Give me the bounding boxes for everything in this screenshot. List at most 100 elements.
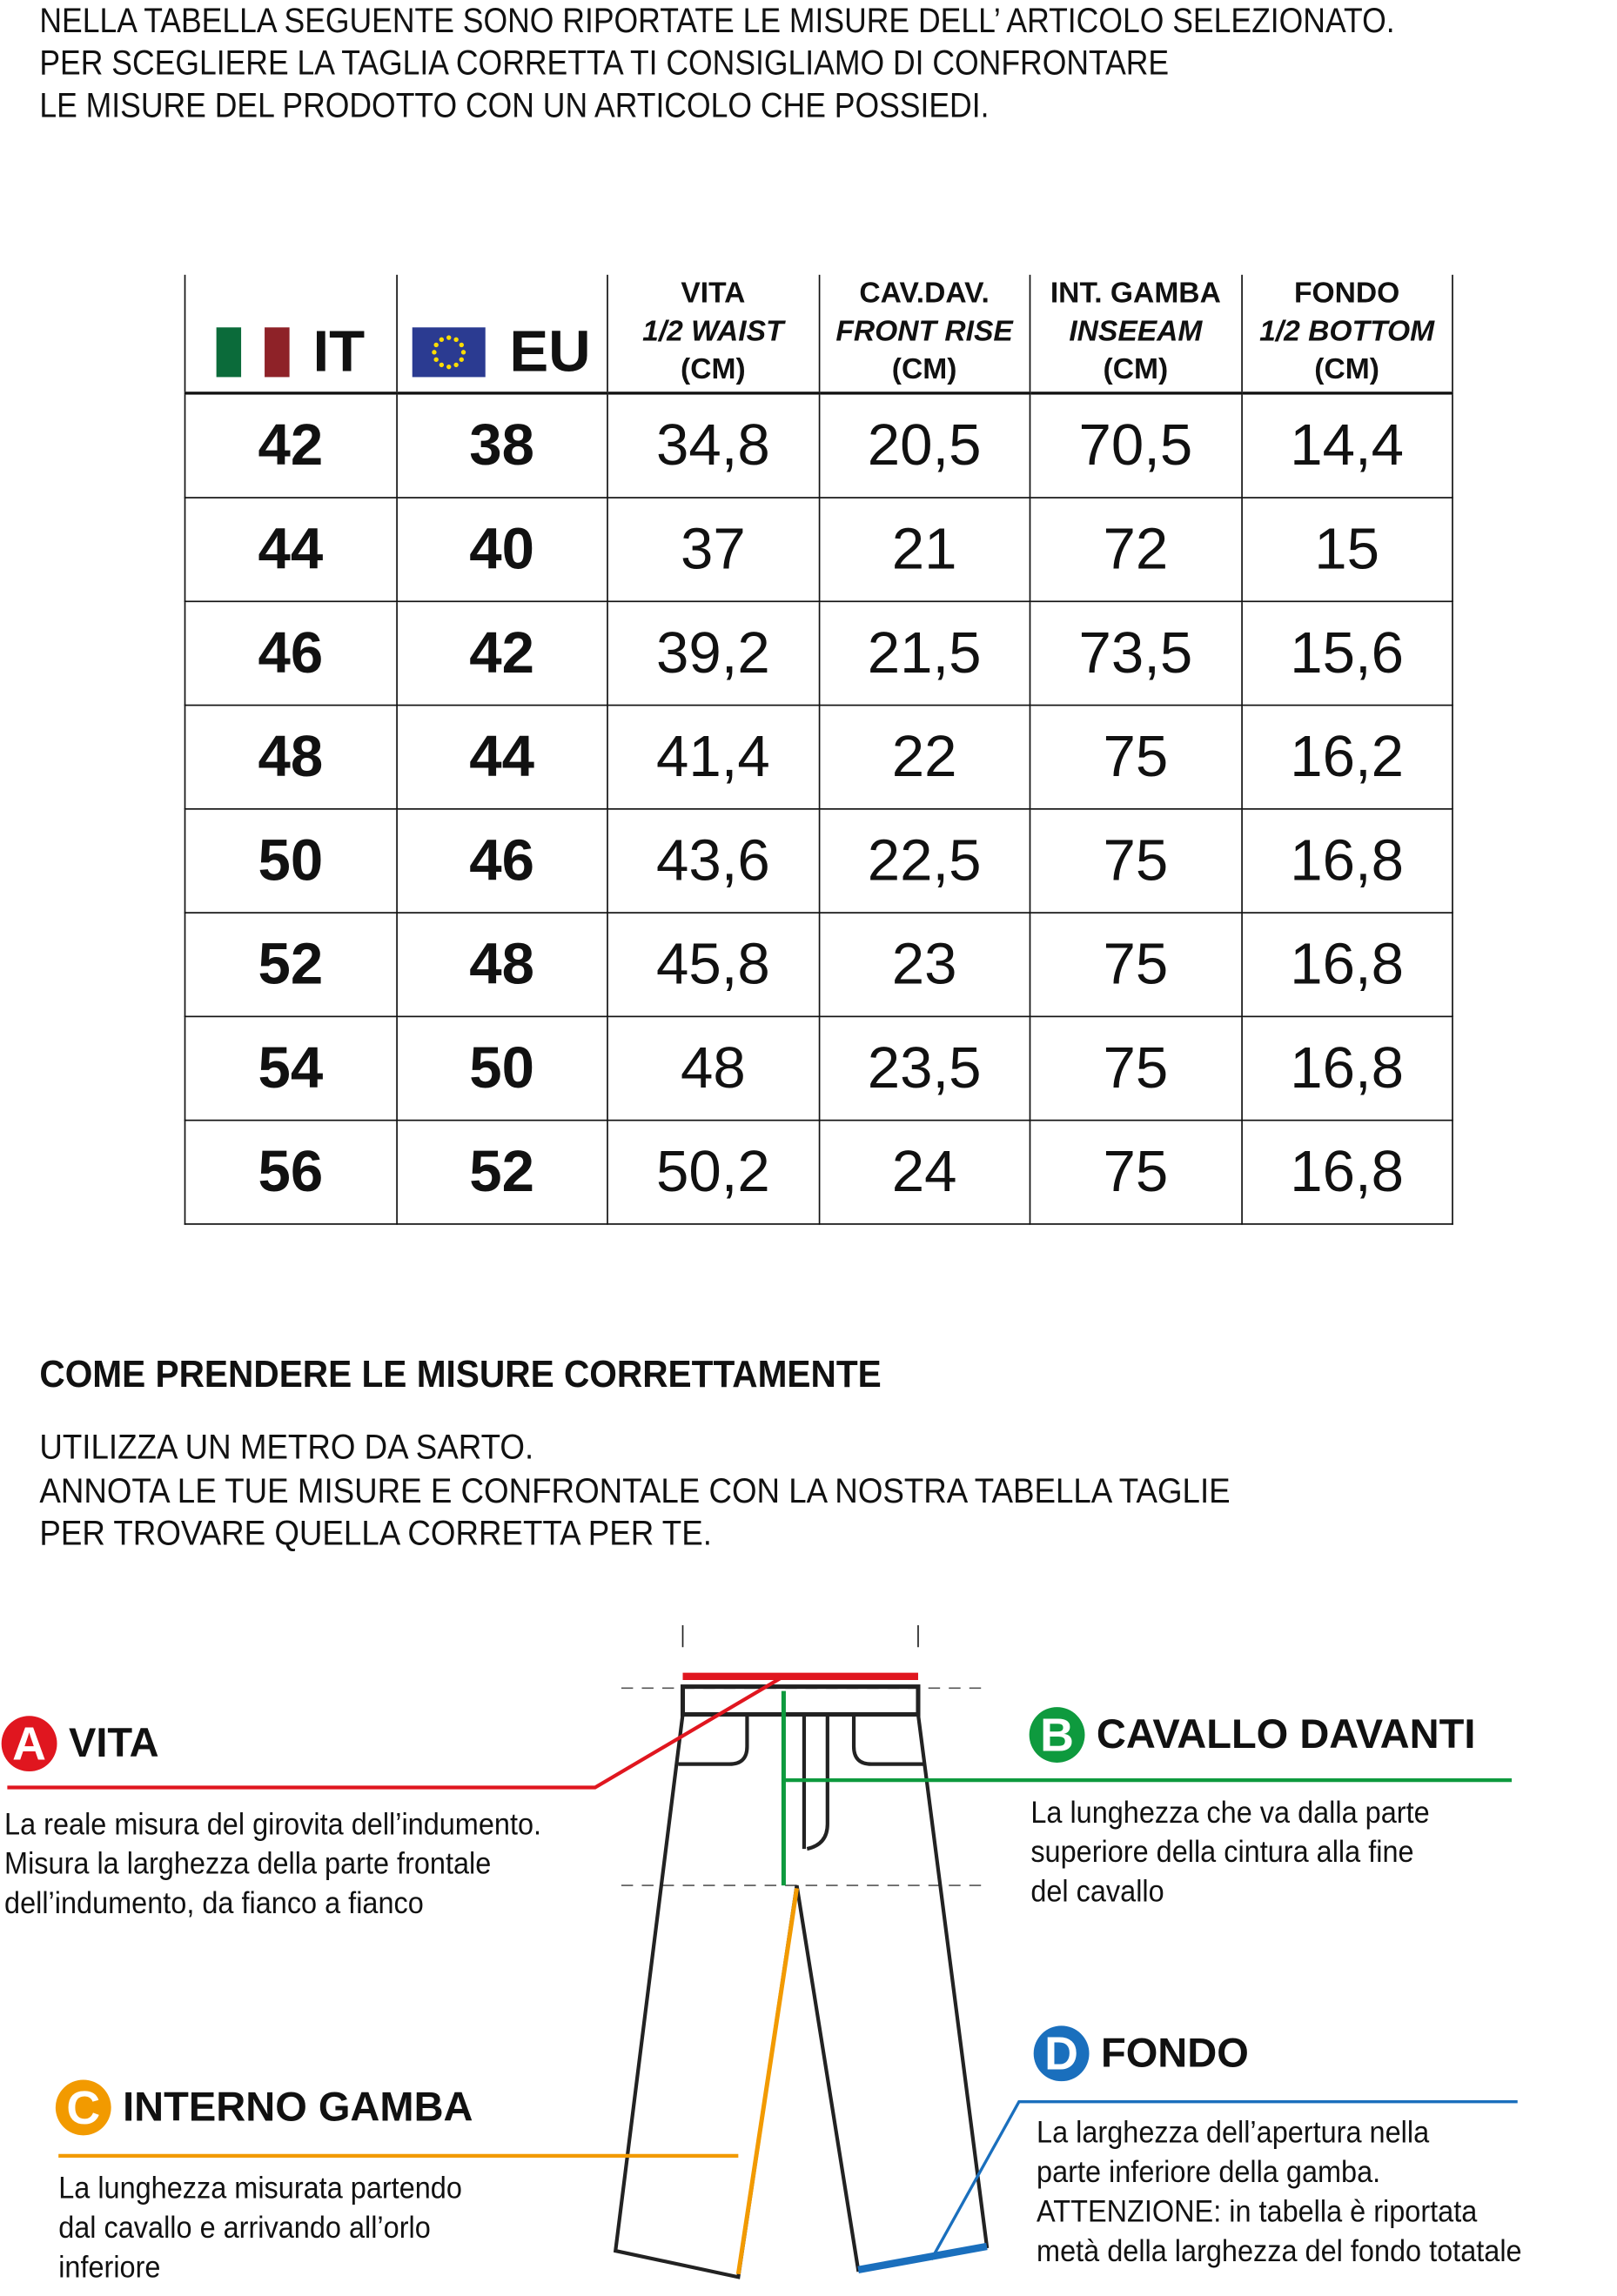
desc-line: Misura la larghezza della parte frontale	[4, 1847, 492, 1882]
measure-lines	[7, 1672, 1518, 2275]
header-line: (CM)	[681, 353, 746, 386]
italy-flag-icon	[216, 327, 290, 378]
measure-cell: 21,5	[817, 600, 1031, 706]
measure-a-title: A VITA	[1, 1716, 159, 1772]
size-it-cell: 56	[184, 1119, 398, 1225]
desc-line: La larghezza dell’apertura nella	[1037, 2116, 1430, 2151]
desc-line: parte inferiore della gamba.	[1037, 2155, 1381, 2190]
measure-cell: 16,8	[1240, 912, 1453, 1018]
letter-c-icon: C	[55, 2079, 111, 2136]
desc-line: metà della larghezza del fondo totatale	[1037, 2234, 1522, 2269]
measure-cell: 16,8	[1240, 807, 1453, 914]
table-row: 46 42 39,2 21,5 73,5 15,6	[184, 600, 1453, 706]
size-it-cell: 48	[184, 704, 398, 810]
size-it-cell: 52	[184, 912, 398, 1018]
measure-cell: 16,8	[1240, 1119, 1453, 1225]
size-eu-cell: 52	[395, 1119, 608, 1225]
measure-c-label: INTERNO GAMBA	[123, 2084, 473, 2130]
header-line: 1/2 BOTTOM	[1259, 315, 1435, 348]
size-eu-cell: 48	[395, 912, 608, 1018]
measure-cell: 41,4	[607, 704, 820, 810]
measure-d-label: FONDO	[1100, 2030, 1249, 2076]
pants-outline	[613, 1684, 990, 2279]
size-eu-cell: 46	[395, 807, 608, 914]
measure-d-desc: La larghezza dell’apertura nella parte i…	[1037, 2113, 1522, 2271]
table-row: 42 38 34,8 20,5 70,5 14,4	[184, 392, 1453, 499]
desc-line: del cavallo	[1030, 1875, 1164, 1909]
size-it-cell: 42	[184, 392, 398, 499]
table-row: 44 40 37 21 72 15	[184, 497, 1453, 603]
measure-cell: 75	[1029, 1015, 1243, 1121]
size-eu-cell: 44	[395, 704, 608, 810]
instruction-line-3: PER TROVARE QUELLA CORRETTA PER TE.	[39, 1514, 712, 1553]
measure-cell: 39,2	[607, 600, 820, 706]
header-line: FONDO	[1293, 278, 1400, 311]
size-eu-cell: 38	[395, 392, 608, 499]
measure-cell: 15	[1240, 497, 1453, 603]
desc-line: La lunghezza misurata partendo	[58, 2172, 462, 2206]
table-row: 48 44 41,4 22 75 16,2	[184, 704, 1453, 810]
desc-line: La lunghezza che va dalla parte	[1030, 1796, 1430, 1831]
table-row: 54 50 48 23,5 75 16,8	[184, 1015, 1453, 1121]
measure-cell: 20,5	[817, 392, 1031, 499]
measure-a-label: VITA	[68, 1720, 159, 1766]
size-eu-cell: 42	[395, 600, 608, 706]
table-row: 52 48 45,8 23 75 16,8	[184, 912, 1453, 1018]
measure-c-desc: La lunghezza misurata partendo dal caval…	[58, 2169, 462, 2287]
guide-ticks	[681, 1625, 919, 1648]
header-it: IT	[184, 274, 398, 395]
header-line: VITA	[681, 278, 746, 311]
measure-cell: 43,6	[607, 807, 820, 914]
measure-cell: 16,2	[1240, 704, 1453, 810]
measure-cell: 72	[1029, 497, 1243, 603]
measure-cell: 70,5	[1029, 392, 1243, 499]
header-line: 1/2 WAIST	[642, 315, 784, 348]
measure-b-desc: La lunghezza che va dalla parte superior…	[1030, 1793, 1429, 1911]
size-table: IT EU VITA 1/2 WAIST (CM) CAV.DAV. FRONT R	[184, 274, 1453, 1225]
header-line: INT. GAMBA	[1050, 278, 1221, 311]
desc-line: dell’indumento, da fianco a fianco	[4, 1886, 424, 1921]
intro-line-3: LE MISURE DEL PRODOTTO CON UN ARTICOLO C…	[39, 86, 990, 124]
measure-c-title: C INTERNO GAMBA	[55, 2079, 473, 2136]
measure-cell: 14,4	[1240, 392, 1453, 499]
desc-line: La reale misura del girovita dell’indume…	[4, 1808, 542, 1842]
measure-cell: 24	[817, 1119, 1031, 1225]
header-line: INSEEAM	[1069, 315, 1203, 348]
table-row: 50 46 43,6 22,5 75 16,8	[184, 807, 1453, 914]
size-eu-cell: 40	[395, 497, 608, 603]
measure-a-desc: La reale misura del girovita dell’indume…	[4, 1805, 541, 1924]
measure-cell: 22,5	[817, 807, 1031, 914]
measure-cell: 73,5	[1029, 600, 1243, 706]
measure-cell: 48	[607, 1015, 820, 1121]
measure-d-title: D FONDO	[1033, 2025, 1249, 2082]
intro-line-2: PER SCEGLIERE LA TAGLIA CORRETTA TI CONS…	[39, 44, 1170, 83]
header-line: (CM)	[891, 353, 957, 386]
instruction-line-1: UTILIZZA UN METRO DA SARTO.	[39, 1428, 534, 1466]
size-it-cell: 54	[184, 1015, 398, 1121]
header-fondo: FONDO 1/2 BOTTOM (CM)	[1240, 274, 1453, 395]
measure-cell: 75	[1029, 912, 1243, 1018]
header-line: FRONT RISE	[835, 315, 1013, 348]
header-cav-dav: CAV.DAV. FRONT RISE (CM)	[817, 274, 1031, 395]
measure-cell: 16,8	[1240, 1015, 1453, 1121]
measure-cell: 37	[607, 497, 820, 603]
letter-b-icon: B	[1029, 1707, 1085, 1763]
measure-cell: 22	[817, 704, 1031, 810]
size-eu-cell: 50	[395, 1015, 608, 1121]
size-it-cell: 50	[184, 807, 398, 914]
eu-flag-icon	[413, 327, 486, 378]
instruction-line-2: ANNOTA LE TUE MISURE E CONFRONTALE CON L…	[39, 1471, 1231, 1510]
desc-line: dal cavallo e arrivando all’orlo	[58, 2211, 431, 2246]
letter-a-icon: A	[1, 1716, 57, 1772]
size-it-cell: 44	[184, 497, 398, 603]
measure-cell: 23,5	[817, 1015, 1031, 1121]
header-eu: EU	[395, 274, 608, 395]
measure-cell: 50,2	[607, 1119, 820, 1225]
table-row: 56 52 50,2 24 75 16,8	[184, 1119, 1453, 1225]
header-int-gamba: INT. GAMBA INSEEAM (CM)	[1029, 274, 1243, 395]
measure-b-title: B CAVALLO DAVANTI	[1029, 1707, 1475, 1763]
how-to-heading: COME PRENDERE LE MISURE CORRETTAMENTE	[39, 1351, 882, 1396]
measure-cell: 75	[1029, 704, 1243, 810]
